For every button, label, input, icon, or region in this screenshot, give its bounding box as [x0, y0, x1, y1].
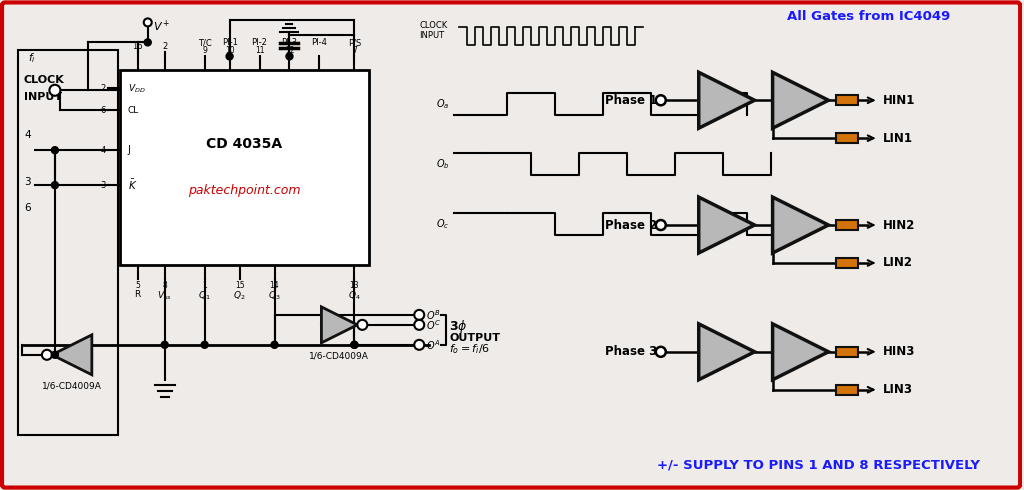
Text: $f_o = f_i/6$: $f_o = f_i/6$ [450, 342, 490, 356]
Text: $Q_4$: $Q_4$ [348, 290, 360, 302]
Text: J: J [128, 145, 131, 155]
Text: $f_i$: $f_i$ [28, 51, 36, 65]
Text: $O^A$: $O^A$ [426, 338, 440, 352]
Text: 3: 3 [24, 177, 31, 187]
Circle shape [655, 347, 666, 357]
Circle shape [144, 39, 152, 46]
Circle shape [351, 342, 357, 348]
Text: CD 4035A: CD 4035A [207, 137, 283, 151]
Text: P/S: P/S [348, 38, 361, 48]
Text: LIN2: LIN2 [883, 256, 912, 270]
Circle shape [415, 310, 424, 320]
Text: $V^+$: $V^+$ [153, 19, 170, 34]
Text: 4: 4 [24, 130, 31, 140]
Text: $\bar{K}$: $\bar{K}$ [128, 178, 137, 192]
Text: 8: 8 [163, 281, 167, 290]
Circle shape [161, 342, 168, 348]
Polygon shape [772, 197, 828, 253]
Text: $O_a$: $O_a$ [436, 98, 450, 111]
Bar [18, 50, 118, 435]
Text: 9: 9 [202, 47, 207, 55]
Bar [837, 385, 858, 395]
Text: 3$\phi$: 3$\phi$ [450, 318, 468, 335]
Text: Phase 2: Phase 2 [604, 219, 656, 232]
Text: INPUT: INPUT [419, 31, 444, 40]
Text: LIN1: LIN1 [883, 132, 912, 145]
Text: 1/6-CD4009A: 1/6-CD4009A [42, 382, 101, 391]
Text: PI-3: PI-3 [282, 38, 298, 48]
Bar [837, 220, 858, 230]
Text: 10: 10 [225, 47, 234, 55]
Text: Phase 3: Phase 3 [604, 345, 656, 358]
Polygon shape [322, 307, 357, 343]
Text: HIN1: HIN1 [883, 94, 914, 107]
Bar [837, 133, 858, 143]
Polygon shape [698, 324, 755, 380]
Text: $O_b$: $O_b$ [435, 157, 450, 171]
Text: $Q_3$: $Q_3$ [268, 290, 281, 302]
Text: 16: 16 [132, 42, 143, 51]
Circle shape [655, 220, 666, 230]
Text: 7: 7 [352, 47, 356, 55]
Circle shape [226, 53, 233, 60]
Text: 2: 2 [162, 42, 167, 51]
Bar [837, 347, 858, 357]
Polygon shape [772, 73, 828, 128]
Circle shape [415, 340, 424, 350]
Text: $V_{DD}$: $V_{DD}$ [128, 82, 145, 95]
Text: CL: CL [128, 106, 139, 115]
Text: Phase 1: Phase 1 [604, 94, 656, 107]
Text: 3: 3 [100, 181, 105, 190]
Circle shape [201, 342, 208, 348]
Circle shape [51, 351, 58, 358]
Text: $O^B$: $O^B$ [426, 308, 441, 322]
Circle shape [286, 53, 293, 60]
Text: 4: 4 [100, 146, 105, 155]
Text: 6: 6 [100, 106, 105, 115]
Text: PI-4: PI-4 [311, 38, 328, 48]
Text: HIN2: HIN2 [883, 219, 914, 232]
Circle shape [415, 320, 424, 330]
Text: $Q_2$: $Q_2$ [233, 290, 246, 302]
Bar [837, 258, 858, 268]
Bar [120, 71, 370, 265]
Circle shape [143, 19, 152, 26]
Text: 14: 14 [269, 281, 280, 290]
Circle shape [51, 182, 58, 189]
Polygon shape [772, 324, 828, 380]
Circle shape [49, 85, 60, 96]
Text: $O_c$: $O_c$ [436, 217, 450, 231]
Text: OUTPUT: OUTPUT [450, 333, 500, 343]
Polygon shape [698, 197, 755, 253]
Text: $V_{ss}$: $V_{ss}$ [158, 290, 172, 302]
Text: $Q_1$: $Q_1$ [199, 290, 211, 302]
Polygon shape [698, 73, 755, 128]
Text: INPUT: INPUT [24, 92, 62, 102]
Circle shape [271, 342, 278, 348]
Text: paktechpoint.com: paktechpoint.com [188, 185, 301, 197]
Circle shape [655, 95, 666, 105]
Circle shape [42, 350, 52, 360]
Text: PI-1: PI-1 [221, 38, 238, 48]
Text: +/- SUPPLY TO PINS 1 AND 8 RESPECTIVELY: +/- SUPPLY TO PINS 1 AND 8 RESPECTIVELY [657, 459, 980, 471]
Text: 1/6-CD4009A: 1/6-CD4009A [309, 352, 370, 361]
Text: 12: 12 [285, 47, 294, 55]
Text: R: R [134, 290, 141, 299]
Circle shape [51, 147, 58, 154]
Text: All Gates from IC4049: All Gates from IC4049 [786, 10, 950, 24]
Circle shape [357, 320, 368, 330]
Text: T/C: T/C [198, 38, 212, 48]
Bar [837, 95, 858, 105]
Text: 15: 15 [234, 281, 245, 290]
Text: 5: 5 [135, 281, 140, 290]
Polygon shape [52, 335, 92, 375]
Circle shape [351, 342, 357, 348]
Text: 13: 13 [349, 281, 359, 290]
Text: 2: 2 [100, 84, 105, 93]
Text: PI-2: PI-2 [252, 38, 267, 48]
Text: 11: 11 [255, 47, 264, 55]
Text: 6: 6 [24, 203, 31, 213]
Text: 1: 1 [203, 281, 207, 290]
Text: $O^C$: $O^C$ [426, 318, 441, 332]
